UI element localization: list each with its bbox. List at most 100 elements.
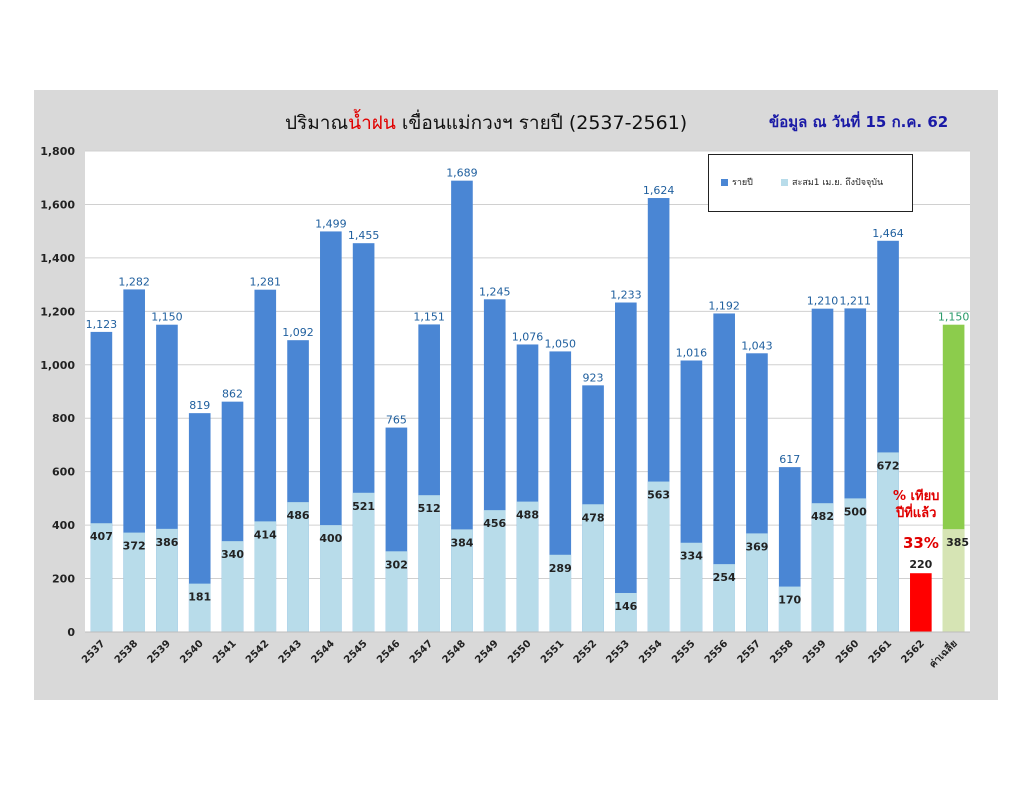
bar-cumulative [451, 529, 473, 632]
bar-annual [188, 413, 211, 632]
x-tick-label: 2558 [768, 638, 795, 665]
title-part-1: ปริมาณ [285, 112, 349, 134]
data-label-annual: 617 [779, 453, 800, 466]
legend-label-cumulative: สะสม1 เม.ย. ถึงปัจจุบัน [792, 178, 884, 188]
bar-cumulative [352, 492, 375, 632]
x-tick-label: 2559 [801, 638, 828, 665]
x-tick-label: 2539 [146, 638, 173, 665]
bar-cumulative [877, 452, 899, 632]
bar-cumulative [188, 583, 211, 632]
y-tick-label: 1,000 [40, 359, 75, 372]
bar-cumulative [254, 521, 277, 632]
data-label-cumulative: 486 [287, 509, 310, 522]
x-tick-label: 2554 [637, 638, 664, 665]
x-tick-label: 2561 [867, 638, 894, 665]
bar-cumulative [221, 541, 244, 632]
x-tick-label: 2550 [506, 638, 533, 665]
data-label-cumulative: 254 [713, 571, 736, 584]
data-label-cumulative: 369 [745, 540, 768, 553]
x-tick-label: 2552 [572, 638, 599, 665]
data-label-annual: 765 [386, 414, 407, 427]
bar-cumulative [320, 525, 342, 632]
data-label-cumulative: 334 [680, 550, 703, 563]
bar-cumulative [910, 573, 932, 632]
data-label-cumulative: 563 [647, 489, 670, 502]
y-tick-label: 600 [52, 466, 75, 479]
data-label-cumulative: 512 [418, 502, 441, 515]
data-label-annual: 1,211 [840, 294, 872, 307]
legend-item-annual: รายปี [721, 175, 753, 189]
x-tick-label: 2541 [211, 638, 238, 665]
data-label-annual: 1,043 [741, 339, 773, 352]
x-tick-label: ค่าเฉลี่ย [925, 636, 959, 670]
data-label-annual: 1,150 [151, 311, 183, 324]
x-tick-label: 2543 [277, 638, 304, 665]
bar-cumulative [942, 529, 965, 632]
y-tick-label: 800 [52, 412, 75, 425]
y-tick-label: 1,200 [40, 305, 75, 318]
bar-cumulative [385, 551, 408, 632]
x-tick-label: 2542 [244, 638, 271, 665]
data-label-cumulative: 220 [909, 558, 932, 571]
data-label-cumulative: 302 [385, 558, 408, 571]
data-label-cumulative: 372 [123, 540, 146, 553]
legend-swatch-cumulative [781, 179, 788, 186]
y-tick-label: 400 [52, 519, 75, 532]
data-label-cumulative: 500 [844, 505, 867, 518]
data-label-cumulative: 407 [90, 530, 113, 543]
legend-item-cumulative: สะสม1 เม.ย. ถึงปัจจุบัน [781, 175, 883, 189]
y-tick-label: 1,800 [40, 145, 75, 158]
data-label-cumulative: 521 [352, 500, 375, 513]
x-tick-label: 2562 [899, 638, 926, 665]
bar-cumulative [746, 533, 768, 632]
data-label-annual: 1,281 [250, 276, 282, 289]
y-tick-label: 1,600 [40, 198, 75, 211]
data-label-annual: 1,050 [545, 337, 577, 350]
data-label-cumulative: 456 [483, 517, 506, 530]
y-tick-label: 0 [67, 626, 75, 639]
data-label-cumulative: 289 [549, 562, 572, 575]
bar-cumulative [647, 481, 670, 632]
bar-annual [451, 180, 473, 632]
percent-note: % เทียบ ปีที่แล้ว [893, 488, 939, 522]
data-label-annual: 1,689 [446, 167, 478, 180]
data-label-cumulative: 181 [188, 591, 211, 604]
data-label-annual: 1,210 [807, 295, 839, 308]
data-label-annual: 862 [222, 388, 243, 401]
x-tick-label: 2547 [408, 638, 435, 665]
data-label-cumulative: 672 [877, 459, 900, 472]
y-tick-label: 1,400 [40, 252, 75, 265]
bar-cumulative [713, 564, 735, 632]
data-label-cumulative: 384 [450, 536, 473, 549]
x-tick-label: 2544 [309, 638, 336, 665]
bar-cumulative [123, 532, 145, 632]
x-tick-label: 2548 [441, 638, 468, 665]
title-part-3: เขื่อนแม่กวงฯ รายปี (2537-2561) [395, 112, 688, 134]
x-tick-label: 2549 [473, 638, 500, 665]
bar-cumulative [156, 528, 178, 632]
x-tick-label: 2545 [342, 638, 369, 665]
x-tick-label: 2537 [80, 638, 107, 665]
data-label-cumulative: 482 [811, 510, 834, 523]
bar-cumulative [483, 510, 506, 632]
data-label-annual: 1,245 [479, 285, 511, 298]
data-label-annual: 1,499 [315, 217, 347, 230]
data-label-cumulative: 385 [946, 536, 969, 549]
x-tick-label: 2553 [604, 638, 631, 665]
data-label-cumulative: 400 [319, 532, 342, 545]
data-label-annual: 1,233 [610, 289, 642, 302]
data-label-annual: 1,455 [348, 229, 380, 242]
x-tick-label: 2557 [736, 638, 763, 665]
bar-cumulative [418, 495, 440, 632]
bar-cumulative [811, 503, 834, 632]
y-tick-label: 200 [52, 573, 75, 586]
x-tick-label: 2538 [113, 638, 140, 665]
x-tick-label: 2540 [178, 638, 205, 665]
x-tick-label: 2560 [834, 638, 861, 665]
bar-cumulative [615, 592, 637, 632]
data-label-annual: 1,092 [282, 326, 314, 339]
data-label-cumulative: 414 [254, 528, 277, 541]
bar-cumulative [680, 542, 703, 632]
bar-cumulative [549, 554, 572, 632]
